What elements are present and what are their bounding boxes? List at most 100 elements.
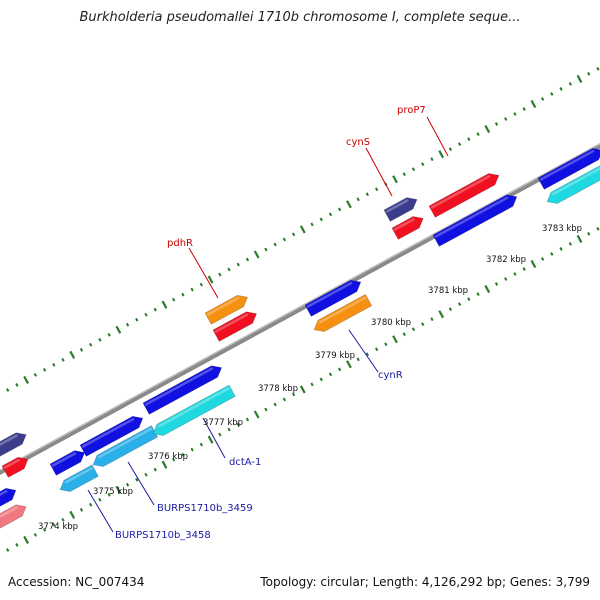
minor-tick [568,242,572,246]
gene-feature[interactable] [152,384,236,436]
backbone-highlight [0,143,600,471]
gene-label-3459[interactable]: BURPS1710b_3459 [157,503,253,514]
gene-feature[interactable] [0,487,17,508]
minor-tick [218,432,222,437]
gene-label-cynr[interactable]: cynR [378,370,403,381]
major-tick [392,175,398,184]
minor-tick [52,362,56,367]
minor-tick [144,312,148,317]
minor-tick [457,142,462,147]
major-tick [207,275,214,284]
minor-tick [15,383,19,387]
minor-tick [328,212,333,217]
gene-feature[interactable] [391,216,424,240]
gene-label-cyns[interactable]: cynS [346,137,370,148]
minor-tick [338,207,342,212]
minor-tick [172,457,176,462]
minor-tick [282,237,287,242]
minor-tick [42,527,47,532]
minor-tick [61,357,65,362]
minor-tick [181,452,185,457]
gene-feature[interactable] [304,279,362,317]
minor-tick [273,402,277,407]
kbp-label: 3783 kbp [542,224,582,234]
gene-feature[interactable] [142,365,223,415]
gene-feature[interactable] [59,464,99,492]
minor-tick [227,427,231,432]
major-tick [484,285,491,294]
gene-feature-highlight [144,367,214,406]
gene-feature[interactable] [0,504,27,532]
gene-feature[interactable] [537,148,600,190]
gene-feature-highlight [206,296,240,316]
major-tick [23,535,29,544]
major-tick [115,325,122,334]
gene-feature-highlight [551,167,600,196]
major-tick [346,200,352,209]
gene-feature[interactable] [0,432,27,460]
minor-tick [467,297,471,301]
minor-tick [596,66,600,71]
minor-tick [384,342,388,347]
minor-tick [199,442,203,447]
major-tick [207,435,214,444]
gene-features[interactable] [0,148,600,531]
kbp-label: 3775 kbp [93,487,133,497]
minor-tick [282,397,287,402]
gene-feature[interactable] [428,173,500,218]
minor-tick [107,332,111,337]
gene-feature[interactable] [383,197,418,222]
minor-tick [328,372,333,377]
gene-feature-highlight [430,174,491,209]
minor-tick [245,417,250,422]
gene-feature[interactable] [432,194,518,247]
minor-tick [172,297,176,302]
major-tick [161,300,168,309]
minor-tick [144,472,148,477]
minor-tick [61,517,65,522]
minor-tick [402,172,406,177]
gene-feature[interactable] [49,450,86,476]
minor-tick [319,217,323,222]
minor-tick [421,322,425,327]
minor-tick [467,137,471,141]
major-tick [438,150,445,159]
major-tick [69,510,76,519]
leader-pdhr [188,247,219,299]
gene-label-3458[interactable]: BURPS1710b_3458 [115,530,211,541]
gene-feature-highlight [3,458,20,469]
minor-tick [522,107,526,111]
major-tick [69,350,76,359]
minor-tick [79,507,84,512]
leader-prop7 [426,116,449,157]
gene-feature-highlight [393,217,415,231]
gene-feature[interactable] [79,415,144,457]
minor-tick [374,187,379,192]
minor-tick [236,422,240,427]
gene-feature[interactable] [212,311,257,342]
gene-feature[interactable] [546,163,600,204]
minor-tick [504,117,508,121]
minor-tick [596,226,600,231]
gene-feature[interactable] [313,293,373,332]
leader-cynr [348,329,379,373]
gene-feature-highlight [318,296,367,324]
minor-tick [587,72,591,76]
minor-tick [448,307,453,312]
gene-feature-highlight [385,198,409,213]
minor-tick [135,317,139,322]
gene-feature[interactable] [1,456,29,478]
gene-feature[interactable] [204,294,249,325]
major-tick [530,99,537,109]
kbp-label: 3778 kbp [258,384,298,394]
gene-label-dcta1[interactable]: dctA-1 [229,457,261,468]
topology-summary: Topology: circular; Length: 4,126,292 bp… [260,575,590,589]
gene-feature[interactable] [92,425,159,467]
minor-tick [135,477,139,482]
chromosome-backbone [0,143,600,475]
gene-label-prop7[interactable]: proP7 [397,105,426,116]
minor-tick [98,337,102,342]
gene-label-pdhr[interactable]: pdhR [167,238,193,249]
inner-tick-ring [0,226,600,556]
